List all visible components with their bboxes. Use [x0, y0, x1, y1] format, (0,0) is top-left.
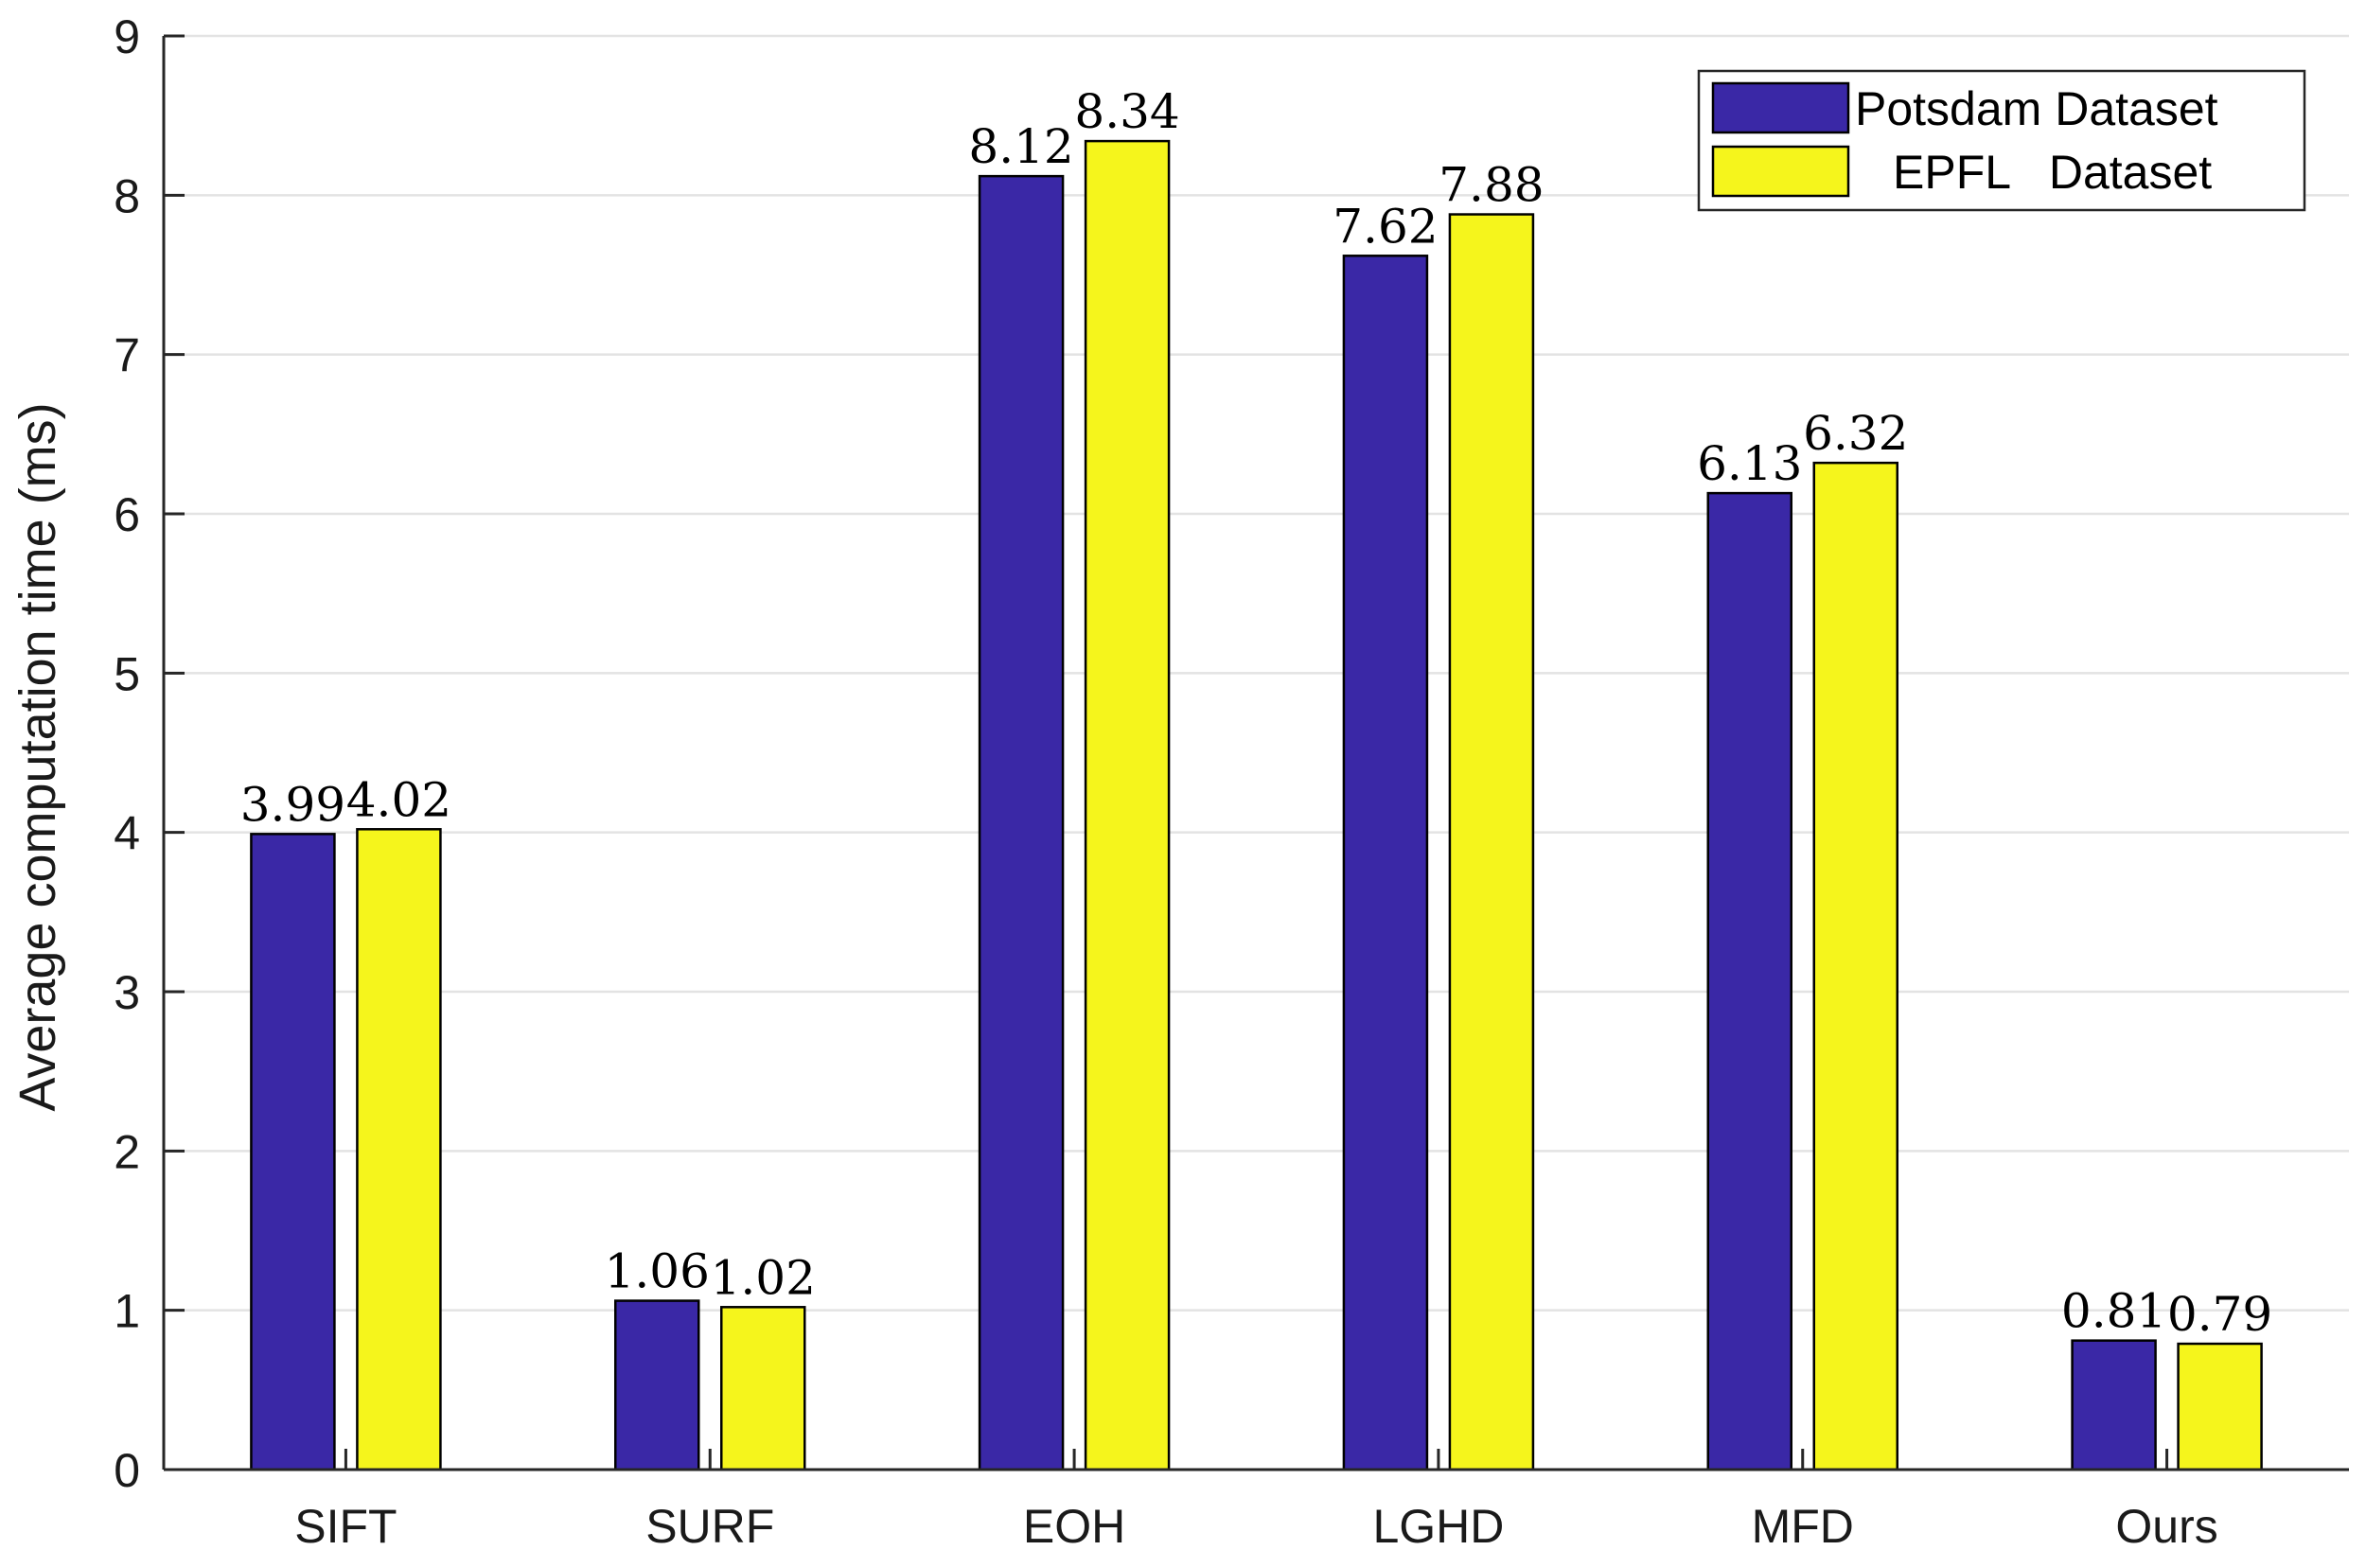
bar-lghd-potsdam — [1342, 255, 1429, 1471]
bar-sift-epfl — [356, 828, 442, 1471]
legend: Potsdam Dataset EPFL Dataset — [1697, 69, 2306, 212]
y-tick-label-7: 7 — [114, 329, 140, 382]
y-tick-label-0: 0 — [114, 1444, 140, 1497]
data-label-ours-potsdam: 0.81 — [2061, 1284, 2166, 1339]
gridlines — [164, 34, 2349, 1471]
legend-label-potsdam: Potsdam Dataset — [1855, 82, 2218, 135]
data-label-lghd-epfl: 7.88 — [1439, 158, 1544, 213]
data-label-mfd-epfl: 6.32 — [1803, 406, 1908, 461]
y-tick-label-2: 2 — [114, 1125, 140, 1178]
bar-lghd-epfl — [1448, 213, 1535, 1471]
data-label-surf-potsdam: 1.06 — [605, 1244, 710, 1299]
legend-swatch-epfl — [1711, 145, 1850, 198]
axes: 0 1 2 3 4 5 6 7 8 9 SIFT SURF EOH LGHD MFD Ours — [114, 10, 2349, 1553]
bar-sift-potsdam — [250, 833, 336, 1471]
y-tick-label-4: 4 — [114, 807, 140, 860]
bar-mfd-potsdam — [1706, 491, 1792, 1471]
data-label-mfd-potsdam: 6.13 — [1697, 436, 1802, 491]
y-tick-label-3: 3 — [114, 966, 140, 1019]
y-tick-label-9: 9 — [114, 10, 140, 63]
x-tick-label-mfd: MFD — [1752, 1500, 1854, 1553]
x-tick-label-surf: SURF — [645, 1500, 774, 1553]
data-label-eoh-epfl: 8.34 — [1074, 84, 1179, 139]
x-tick-label-lghd: LGHD — [1372, 1500, 1504, 1553]
bar-surf-potsdam — [614, 1299, 700, 1471]
data-labels: 3.99 4.02 1.06 1.02 8.128.34 7.627.88 6.136.32… — [240, 84, 2272, 1342]
data-label-lghd-potsdam: 7.62 — [1333, 199, 1438, 254]
x-tick-label-eoh: EOH — [1023, 1500, 1125, 1553]
legend-label-epfl: EPFL Dataset — [1893, 146, 2212, 199]
y-tick-label-5: 5 — [114, 647, 140, 700]
data-label-sift-epfl: 4.02 — [346, 772, 451, 827]
x-tick-label-ours: Ours — [2115, 1500, 2217, 1553]
y-tick-label-1: 1 — [114, 1285, 140, 1338]
legend-swatch-potsdam — [1711, 81, 1850, 134]
bar-ours-epfl — [2177, 1342, 2263, 1471]
y-tick-label-8: 8 — [114, 169, 140, 222]
bar-eoh-potsdam — [978, 174, 1065, 1471]
bar-mfd-epfl — [1812, 461, 1898, 1471]
bar-eoh-epfl — [1084, 139, 1171, 1471]
y-axis-label: Average computation time (ms) — [9, 402, 66, 1111]
x-tick-label-sift: SIFT — [294, 1500, 397, 1553]
y-tick-label-6: 6 — [114, 488, 140, 541]
data-label-surf-epfl: 1.02 — [711, 1250, 816, 1305]
bar-ours-potsdam — [2071, 1339, 2157, 1471]
bar-surf-epfl — [720, 1306, 806, 1471]
data-label-eoh-potsdam: 8.12 — [968, 119, 1073, 174]
data-label-sift-potsdam: 3.99 — [240, 777, 345, 832]
data-label-ours-epfl: 0.79 — [2167, 1287, 2272, 1342]
